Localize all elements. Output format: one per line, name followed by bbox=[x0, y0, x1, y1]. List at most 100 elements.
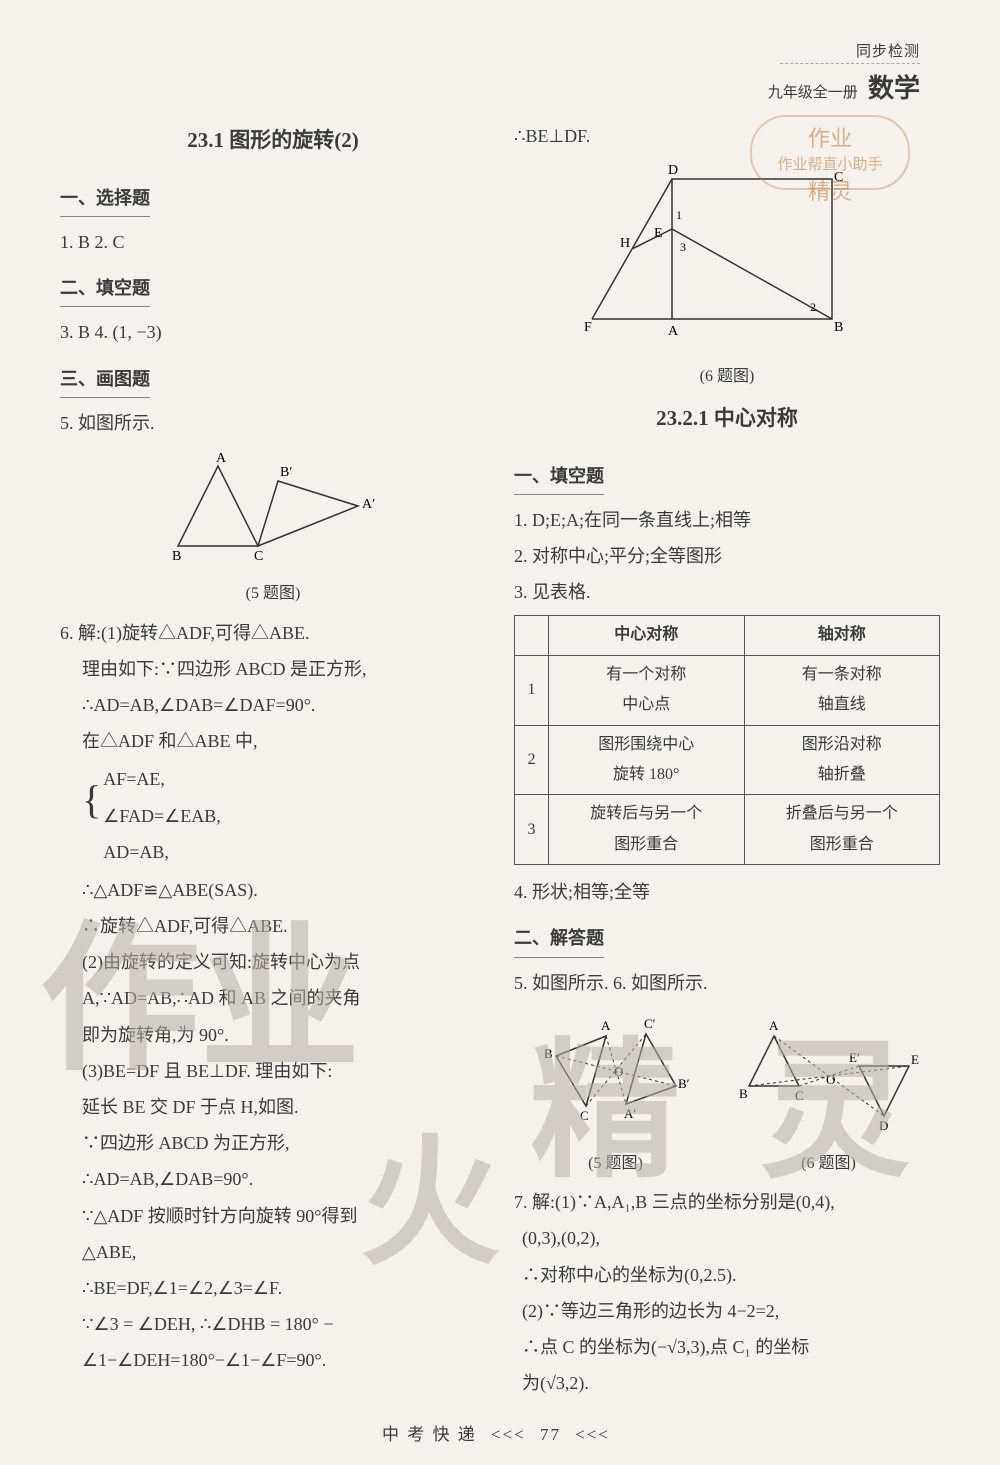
svg-text:C′: C′ bbox=[644, 1016, 656, 1031]
table-cell: 折叠后与另一个图形重合 bbox=[744, 795, 940, 865]
svg-text:B′: B′ bbox=[280, 465, 292, 480]
proof-line: ∴AD=AB,∠DAB=90°. bbox=[60, 1162, 486, 1196]
proof-line: (2)由旋转的定义可知:旋转中心为点 bbox=[60, 945, 486, 979]
left-column: 23.1 图形的旋转(2) 一、选择题 1. B 2. C 二、填空题 3. B… bbox=[60, 117, 486, 1402]
svg-text:B: B bbox=[544, 1046, 553, 1061]
subhead-fill-r: 一、填空题 bbox=[514, 459, 604, 495]
proof-line: 6. 解:(1)旋转△ADF,可得△ABE. bbox=[60, 616, 486, 650]
table-rowhead: 3 bbox=[515, 795, 549, 865]
table-rowhead: 2 bbox=[515, 725, 549, 795]
svg-text:A: A bbox=[216, 451, 227, 466]
header-divider bbox=[780, 63, 920, 64]
table-corner bbox=[515, 616, 549, 655]
figure-5-left: A B C B′ A′ (5 题图) bbox=[60, 446, 486, 610]
figure-6-right: D C H E F A B 1 3 2 (6 题图) bbox=[514, 159, 940, 393]
figure-5r-caption: (5 题图) bbox=[526, 1149, 706, 1179]
svg-text:2: 2 bbox=[810, 300, 816, 314]
answer-line: 3. B 4. (1, −3) bbox=[60, 315, 486, 349]
table-cell: 有一个对称中心点 bbox=[549, 655, 745, 725]
header-line1: 同步检测 bbox=[60, 40, 920, 61]
proof-line: ∠1−∠DEH=180°−∠1−∠F=90°. bbox=[60, 1343, 486, 1377]
svg-text:A′: A′ bbox=[362, 497, 375, 512]
svg-text:1: 1 bbox=[676, 208, 682, 222]
svg-text:A: A bbox=[668, 324, 679, 339]
header-grade: 九年级全一册 bbox=[768, 85, 858, 101]
proof-line: ∴AD=AB,∠DAB=∠DAF=90°. bbox=[60, 688, 486, 722]
svg-text:B: B bbox=[739, 1086, 748, 1101]
svg-text:C: C bbox=[834, 170, 843, 185]
answer-line: 5. 如图所示. bbox=[60, 406, 486, 440]
symmetry-table: 中心对称 轴对称 1 有一个对称中心点 有一条对称轴直线 2 图形围绕中心旋转 … bbox=[514, 615, 940, 865]
svg-text:E: E bbox=[654, 226, 663, 241]
svg-text:D: D bbox=[879, 1118, 888, 1133]
proof-line: ∴BE⊥DF. bbox=[514, 119, 940, 153]
section-title-right: 23.2.1 中心对称 bbox=[514, 399, 940, 439]
table-cell: 旋转后与另一个图形重合 bbox=[549, 795, 745, 865]
proof-line: (0,3),(0,2), bbox=[514, 1221, 940, 1255]
proof-line: AD=AB, bbox=[103, 835, 221, 869]
proof-line: △ABE, bbox=[60, 1235, 486, 1269]
proof-line: ∴点 C 的坐标为(−√3,3),点 C₁ 的坐标 bbox=[514, 1330, 940, 1364]
proof-line: ∴旋转△ADF,可得△ABE. bbox=[60, 909, 486, 943]
svg-text:C: C bbox=[795, 1088, 804, 1103]
footer-label: 中 考 快 递 bbox=[382, 1425, 477, 1444]
table-cell: 图形沿对称轴折叠 bbox=[744, 725, 940, 795]
proof-line: ∴△ADF≌△ABE(SAS). bbox=[60, 873, 486, 907]
svg-text:O: O bbox=[826, 1072, 835, 1087]
subhead-fill: 二、填空题 bbox=[60, 271, 150, 307]
svg-text:O: O bbox=[614, 1064, 623, 1079]
figure-6r-caption: (6 题图) bbox=[729, 1149, 929, 1179]
svg-text:C: C bbox=[254, 549, 263, 564]
table-cell: 图形围绕中心旋转 180° bbox=[549, 725, 745, 795]
proof-line: ∵∠3 = ∠DEH, ∴∠DHB = 180° − bbox=[60, 1307, 486, 1341]
svg-text:B′: B′ bbox=[678, 1076, 690, 1091]
proof-line: ∵△ADF 按顺时针方向旋转 90°得到 bbox=[60, 1199, 486, 1233]
svg-text:3: 3 bbox=[680, 240, 686, 254]
svg-text:B: B bbox=[172, 549, 181, 564]
answer-line: 1. D;E;A;在同一条直线上;相等 bbox=[514, 503, 940, 537]
answer-line: 4. 形状;相等;全等 bbox=[514, 875, 940, 909]
answer-line: 2. 对称中心;平分;全等图形 bbox=[514, 539, 940, 573]
answer-line: 5. 如图所示. 6. 如图所示. bbox=[514, 966, 940, 1000]
table-cell: 有一条对称轴直线 bbox=[744, 655, 940, 725]
header-subject: 数学 bbox=[868, 74, 920, 103]
table-header: 轴对称 bbox=[744, 616, 940, 655]
proof-line: (2)∵等边三角形的边长为 4−2=2, bbox=[514, 1294, 940, 1328]
proof-line: AF=AE, bbox=[103, 762, 221, 796]
svg-text:B: B bbox=[834, 320, 843, 335]
proof-line: 为(√3,2). bbox=[514, 1366, 940, 1400]
svg-text:E′: E′ bbox=[849, 1050, 860, 1065]
proof-line: ∴BE=DF,∠1=∠2,∠3=∠F. bbox=[60, 1271, 486, 1305]
footer-arrows: <<< bbox=[491, 1425, 526, 1444]
figures-5-6-right: A B C O A′ B′ C′ (5 题图) bbox=[514, 1006, 940, 1180]
svg-text:A′: A′ bbox=[624, 1106, 636, 1121]
svg-text:A: A bbox=[601, 1018, 611, 1033]
figure-5-caption: (5 题图) bbox=[60, 579, 486, 609]
table-header: 中心对称 bbox=[549, 616, 745, 655]
section-title-left: 23.1 图形的旋转(2) bbox=[60, 121, 486, 161]
proof-line: (3)BE=DF 且 BE⊥DF. 理由如下: bbox=[60, 1054, 486, 1088]
table-rowhead: 1 bbox=[515, 655, 549, 725]
proof-line: 在△ADF 和△ABE 中, bbox=[60, 724, 486, 758]
subhead-draw: 三、画图题 bbox=[60, 362, 150, 398]
page-number: 77 bbox=[540, 1425, 561, 1444]
proof-line: ∵四边形 ABCD 为正方形, bbox=[60, 1126, 486, 1160]
svg-text:C: C bbox=[580, 1108, 589, 1123]
proof-line: ∴对称中心的坐标为(0,2.5). bbox=[514, 1258, 940, 1292]
subhead-solve: 二、解答题 bbox=[514, 921, 604, 957]
svg-text:F: F bbox=[584, 320, 592, 335]
svg-text:A: A bbox=[769, 1018, 779, 1033]
brace-icon: { bbox=[82, 780, 101, 820]
proof-line: A,∵AD=AB,∴AD 和 AB 之间的夹角 bbox=[60, 981, 486, 1015]
proof-line: 理由如下:∵四边形 ABCD 是正方形, bbox=[60, 652, 486, 686]
brace-system: { AF=AE, ∠FAD=∠EAB, AD=AB, bbox=[60, 760, 486, 871]
proof-line: ∠FAD=∠EAB, bbox=[103, 799, 221, 833]
proof-line: 7. 解:(1)∵A,A₁,B 三点的坐标分别是(0,4), bbox=[514, 1185, 940, 1219]
answer-line: 1. B 2. C bbox=[60, 225, 486, 259]
page-header: 同步检测 九年级全一册 数学 bbox=[60, 40, 940, 105]
right-column: ∴BE⊥DF. D C H E F A B 1 3 2 bbox=[514, 117, 940, 1402]
answer-line: 3. 见表格. bbox=[514, 575, 940, 609]
proof-line: 延长 BE 交 DF 于点 H,如图. bbox=[60, 1090, 486, 1124]
page-footer: 中 考 快 递 <<< 77 <<< bbox=[60, 1420, 940, 1445]
proof-line: 即为旋转角,为 90°. bbox=[60, 1018, 486, 1052]
